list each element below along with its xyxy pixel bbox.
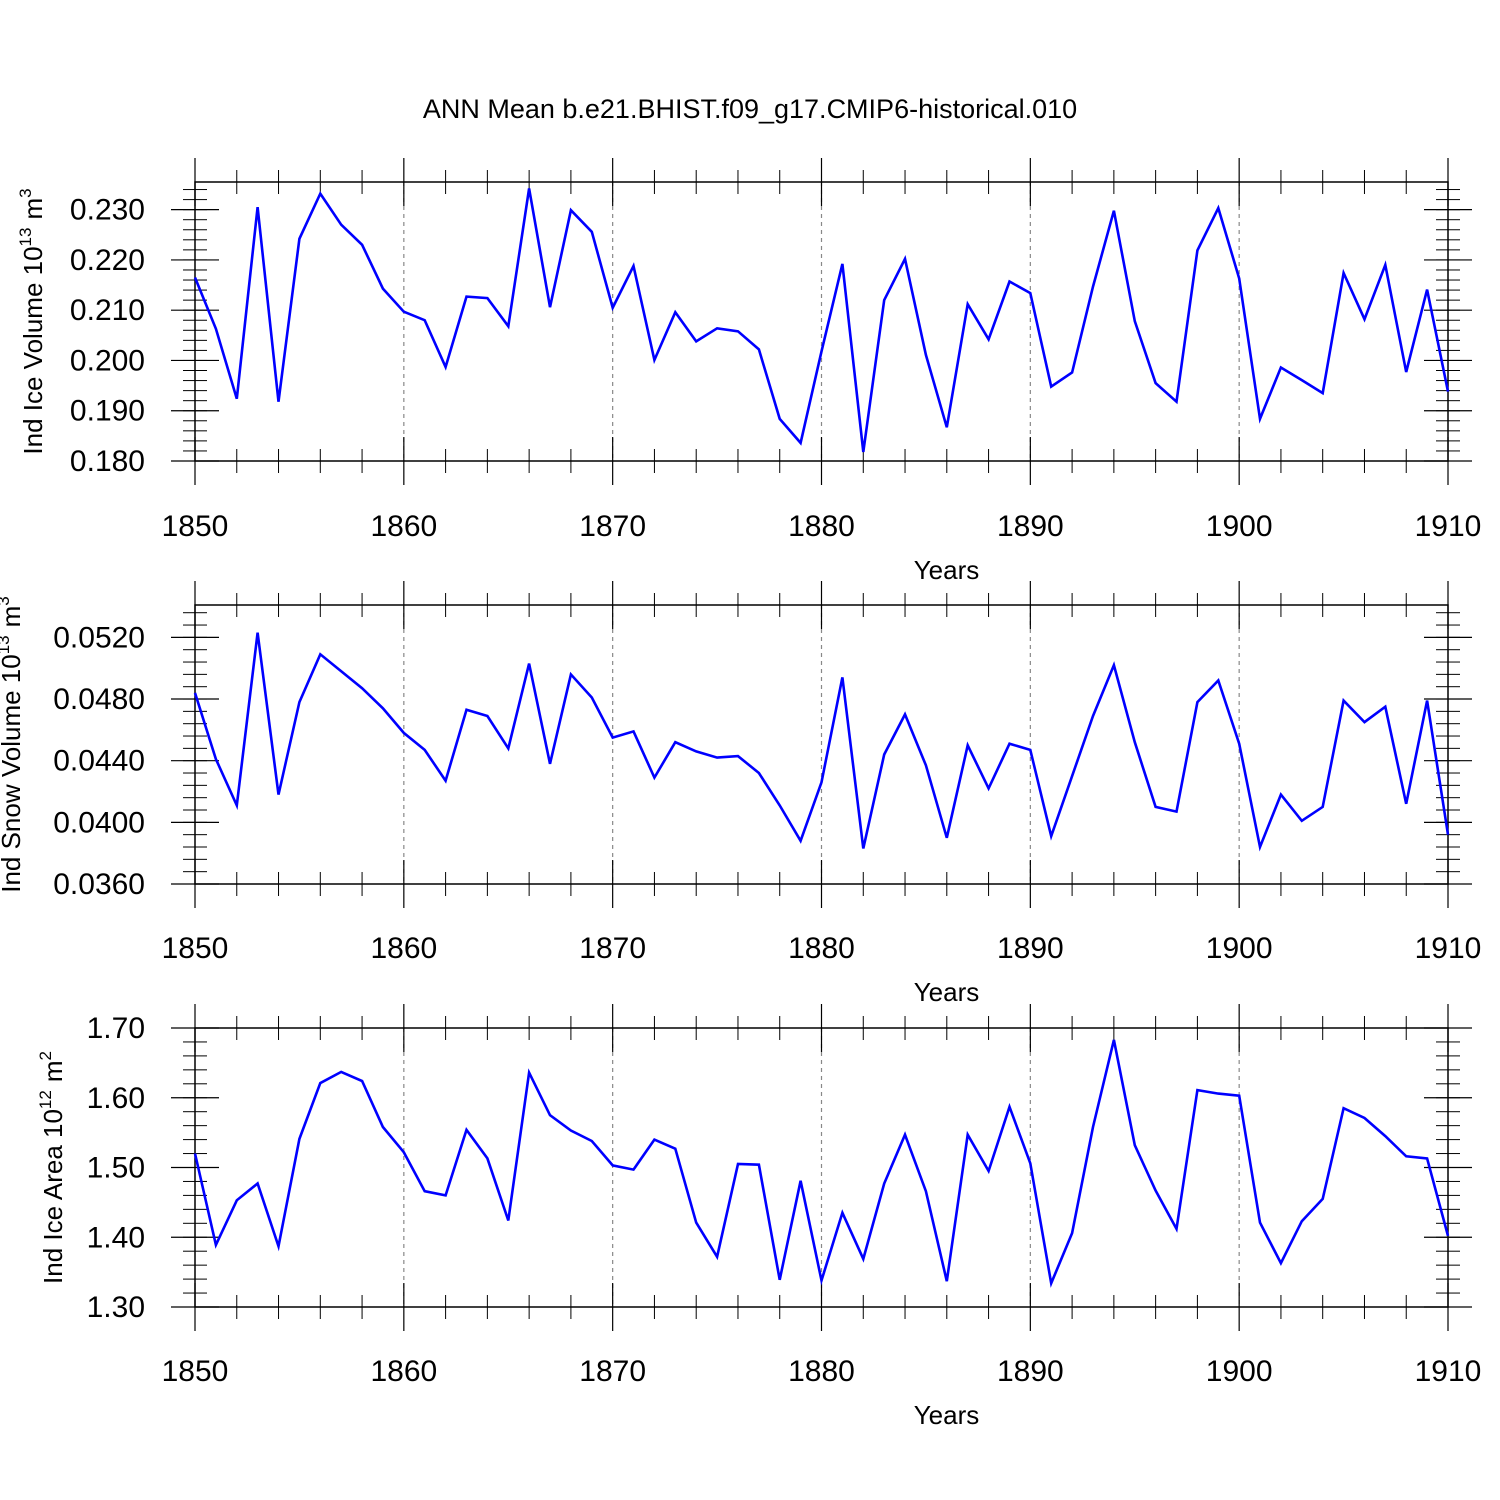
y-axis-title: Ind Ice Volume 1013m3: [16, 188, 48, 454]
y-tick-label: 0.190: [70, 395, 145, 428]
x-tick-label: 1880: [788, 1355, 855, 1388]
y-tick-label: 0.210: [70, 294, 145, 327]
x-tick-label: 1860: [370, 1355, 437, 1388]
y-axis-title: Ind Snow Volume 1013m3: [0, 596, 26, 893]
x-tick-label: 1910: [1415, 932, 1482, 965]
x-tick-label: 1890: [997, 1355, 1064, 1388]
x-tick-label: 1860: [370, 932, 437, 965]
series-line: [193, 632, 1450, 852]
x-tick-label: 1900: [1206, 932, 1273, 965]
x-tick-label: 1910: [1415, 1355, 1482, 1388]
x-axis-title: Years: [914, 555, 980, 585]
x-tick-label: 1890: [997, 932, 1064, 965]
x-axis-title: Years: [914, 977, 980, 1007]
x-tick-label: 1900: [1206, 1355, 1273, 1388]
x-tick-label: 1910: [1415, 510, 1482, 543]
y-tick-label: 0.200: [70, 344, 145, 377]
x-tick-label: 1880: [788, 932, 855, 965]
x-tick-label: 1870: [579, 510, 646, 543]
x-tick-label: 1860: [370, 510, 437, 543]
y-tick-label: 0.0440: [53, 745, 145, 778]
y-tick-label: 1.60: [87, 1082, 145, 1115]
x-tick-label: 1850: [162, 510, 229, 543]
y-tick-label: 0.0400: [53, 806, 145, 839]
panel-ice-volume: 1850 1860 1870 1880 1890 1900 1910 0.180 0.190 0.…: [16, 158, 1481, 585]
x-tick-label: 1870: [579, 932, 646, 965]
x-tick-label: 1850: [162, 1355, 229, 1388]
y-tick-label: 1.70: [87, 1012, 145, 1045]
y-tick-label: 0.180: [70, 445, 145, 478]
series-line: [193, 1039, 1450, 1288]
x-tick-label: 1850: [162, 932, 229, 965]
y-axis-title: Ind Ice Area 1012m2: [36, 1051, 68, 1284]
y-tick-label: 1.50: [87, 1152, 145, 1185]
x-tick-label: 1890: [997, 510, 1064, 543]
x-tick-label: 1870: [579, 1355, 646, 1388]
chart-title: ANN Mean b.e21.BHIST.f09_g17.CMIP6-histo…: [423, 94, 1077, 124]
y-tick-label: 0.0480: [53, 683, 145, 716]
x-axis-title: Years: [914, 1400, 980, 1430]
y-tick-label: 1.30: [87, 1291, 145, 1324]
y-tick-label: 0.220: [70, 244, 145, 277]
series-line: [193, 188, 1450, 453]
panel-ice-area: 1850 1860 1870 1880 1890 1900 1910 1.30 1.40 1.50…: [36, 1004, 1481, 1430]
y-tick-label: 0.0360: [53, 868, 145, 901]
y-tick-label: 1.40: [87, 1221, 145, 1254]
y-tick-label: 0.0520: [53, 621, 145, 654]
y-tick-label: 0.230: [70, 194, 145, 227]
x-tick-label: 1880: [788, 510, 855, 543]
x-tick-label: 1900: [1206, 510, 1273, 543]
panel-snow-volume: 1850 1860 1870 1880 1890 1900 1910 0.0360 0.0400…: [0, 581, 1481, 1007]
